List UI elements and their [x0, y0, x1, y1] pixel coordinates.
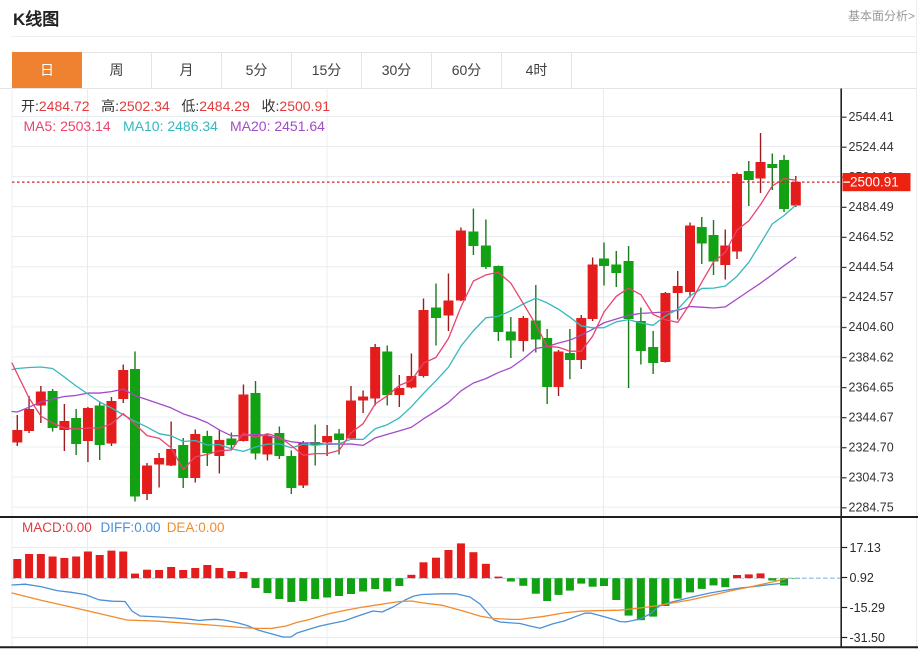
svg-text:DIFF:0.00: DIFF:0.00 [101, 520, 161, 535]
svg-text:2404.60: 2404.60 [849, 320, 894, 334]
svg-text:2304.73: 2304.73 [849, 470, 894, 484]
svg-text:2444.54: 2444.54 [849, 260, 894, 274]
svg-text:DEA:0.00: DEA:0.00 [167, 520, 225, 535]
svg-text:2284.75: 2284.75 [849, 500, 894, 514]
svg-text:2364.65: 2364.65 [849, 380, 894, 394]
svg-text:2524.44: 2524.44 [849, 140, 894, 154]
svg-text:-15.29: -15.29 [850, 601, 885, 615]
svg-text:2424.57: 2424.57 [849, 290, 894, 304]
svg-text:0.92: 0.92 [850, 571, 874, 585]
svg-text:2484.49: 2484.49 [849, 200, 894, 214]
svg-text:2544.41: 2544.41 [849, 110, 894, 124]
svg-text:2324.70: 2324.70 [849, 440, 894, 454]
svg-text:2384.62: 2384.62 [849, 350, 894, 364]
svg-text:2500.91: 2500.91 [850, 175, 899, 190]
svg-text:MACD:0.00: MACD:0.00 [22, 520, 92, 535]
svg-text:17.13: 17.13 [850, 541, 881, 555]
svg-text:-31.50: -31.50 [850, 631, 885, 645]
svg-text:2344.67: 2344.67 [849, 410, 894, 424]
svg-text:2464.52: 2464.52 [849, 230, 894, 244]
